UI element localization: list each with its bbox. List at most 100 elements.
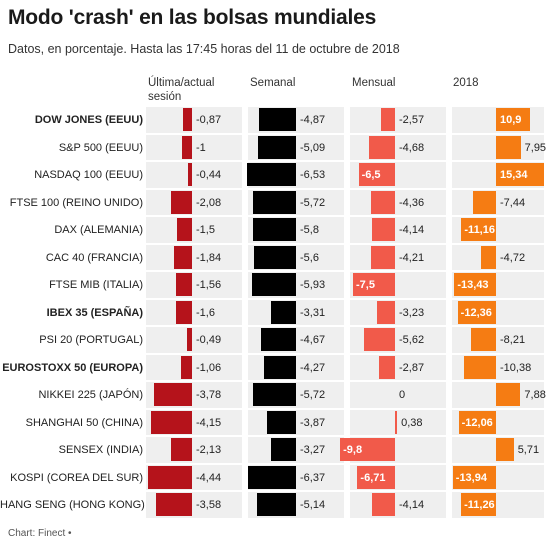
bar-last-session bbox=[150, 410, 192, 434]
cell-background bbox=[146, 189, 242, 215]
value-label-last-session: -1 bbox=[196, 141, 206, 154]
bar-ytd-2018 bbox=[496, 438, 514, 462]
cell-background bbox=[248, 409, 344, 435]
value-label-weekly: -5,72 bbox=[300, 196, 326, 209]
bar-last-session bbox=[181, 355, 192, 379]
bar-weekly bbox=[253, 383, 296, 407]
bar-weekly bbox=[263, 355, 296, 379]
bar-ytd-2018 bbox=[454, 273, 496, 297]
value-label-ytd-2018: -13,43 bbox=[457, 279, 489, 291]
cell-background bbox=[248, 437, 344, 463]
value-label-last-session: -1,06 bbox=[196, 361, 222, 374]
row-label: SHANGHAI 50 (CHINA) bbox=[25, 416, 143, 429]
value-label-ytd-2018: 7,88 bbox=[524, 389, 546, 401]
value-label-weekly: -5,09 bbox=[300, 141, 326, 154]
row-label: DAX (ALEMANIA) bbox=[54, 224, 143, 236]
bar-ytd-2018 bbox=[481, 245, 496, 269]
cell-background bbox=[146, 354, 242, 380]
bar-monthly bbox=[358, 163, 395, 187]
bar-monthly bbox=[378, 355, 395, 379]
bar-last-session bbox=[154, 383, 192, 407]
value-label-monthly: -5,62 bbox=[399, 334, 425, 346]
chart-title: Modo 'crash' en las bolsas mundiales bbox=[8, 6, 377, 29]
bar-last-session bbox=[173, 245, 192, 269]
cell-background bbox=[452, 327, 544, 353]
bar-weekly bbox=[266, 410, 296, 434]
cell-background bbox=[350, 382, 446, 408]
bar-weekly bbox=[259, 108, 296, 132]
value-label-weekly: -5,93 bbox=[300, 279, 326, 291]
value-label-ytd-2018: -11,26 bbox=[464, 499, 495, 511]
value-label-ytd-2018: 15,34 bbox=[500, 169, 528, 181]
bar-ytd-2018 bbox=[461, 218, 496, 242]
value-label-weekly: -4,27 bbox=[300, 361, 326, 374]
value-label-weekly: -5,6 bbox=[300, 251, 319, 264]
bar-ytd-2018 bbox=[452, 465, 496, 489]
value-label-ytd-2018: -12,36 bbox=[460, 306, 492, 319]
bar-ytd-2018 bbox=[496, 108, 530, 132]
bar-last-session bbox=[171, 190, 192, 214]
value-label-ytd-2018: -10,38 bbox=[500, 361, 532, 374]
chart-subtitle: Datos, en porcentaje. Hasta las 17:45 ho… bbox=[8, 42, 400, 56]
bar-ytd-2018 bbox=[496, 383, 521, 407]
bar-monthly bbox=[395, 410, 398, 434]
value-label-monthly: 0 bbox=[399, 389, 406, 401]
value-label-monthly: -4,21 bbox=[399, 251, 425, 264]
value-label-monthly: -2,57 bbox=[399, 114, 425, 126]
value-label-ytd-2018: -12,06 bbox=[461, 416, 493, 429]
value-label-last-session: -3,78 bbox=[196, 389, 222, 401]
value-label-monthly: -4,14 bbox=[399, 499, 425, 511]
value-label-weekly: -6,53 bbox=[300, 169, 326, 181]
bar-last-session bbox=[147, 465, 192, 489]
row-label: SENSEX (INDIA) bbox=[58, 444, 143, 456]
cell-background bbox=[350, 134, 446, 160]
value-label-weekly: -3,87 bbox=[300, 416, 326, 429]
bar-monthly bbox=[371, 218, 395, 242]
column-header-last-session: Última/actual sesión bbox=[148, 77, 215, 103]
cell-background bbox=[248, 299, 344, 325]
bar-monthly bbox=[357, 465, 395, 489]
value-label-ytd-2018: -11,16 bbox=[464, 224, 495, 236]
bar-weekly bbox=[247, 163, 296, 187]
value-label-monthly: -9,8 bbox=[343, 444, 363, 456]
column-header-monthly: Mensual bbox=[352, 77, 396, 89]
bar-last-session bbox=[187, 328, 192, 352]
bar-monthly bbox=[380, 108, 395, 132]
value-label-monthly: -4,68 bbox=[399, 141, 425, 154]
bar-monthly bbox=[368, 135, 395, 159]
row-label: IBEX 35 (ESPAÑA) bbox=[46, 306, 143, 319]
value-label-last-session: -1,56 bbox=[196, 279, 222, 291]
row-label: HANG SENG (HONG KONG) bbox=[0, 499, 145, 511]
cell-background bbox=[248, 354, 344, 380]
value-label-monthly: -4,14 bbox=[399, 224, 425, 236]
value-label-weekly: -3,31 bbox=[300, 306, 326, 319]
value-label-ytd-2018: 7,95 bbox=[524, 141, 547, 154]
cell-background bbox=[146, 162, 242, 188]
row-label: NASDAQ 100 (EEUU) bbox=[34, 169, 143, 181]
value-label-weekly: -4,67 bbox=[300, 334, 326, 346]
row-label: NIKKEI 225 (JAPÓN) bbox=[38, 389, 143, 401]
value-label-weekly: -3,27 bbox=[300, 444, 326, 456]
value-label-monthly: -3,23 bbox=[399, 306, 425, 319]
value-label-monthly: -6,5 bbox=[361, 169, 381, 181]
value-label-ytd-2018: -4,72 bbox=[500, 251, 526, 264]
cell-background bbox=[350, 409, 446, 435]
bar-monthly bbox=[363, 328, 395, 352]
value-label-ytd-2018: -8,21 bbox=[500, 334, 526, 346]
bar-last-session bbox=[176, 273, 192, 297]
value-label-weekly: -5,8 bbox=[300, 224, 319, 236]
cell-background bbox=[350, 244, 446, 270]
bar-last-session bbox=[176, 300, 192, 324]
bar-ytd-2018 bbox=[470, 328, 496, 352]
cell-background bbox=[350, 107, 446, 133]
row-label: CAC 40 (FRANCIA) bbox=[45, 251, 143, 264]
cell-background bbox=[146, 134, 242, 160]
bar-ytd-2018 bbox=[461, 493, 496, 517]
bar-last-session bbox=[156, 493, 192, 517]
row-label: FTSE 100 (REINO UNIDO) bbox=[9, 196, 143, 209]
bar-monthly bbox=[340, 438, 395, 462]
bar-weekly bbox=[260, 328, 296, 352]
bar-monthly bbox=[371, 493, 395, 517]
bar-weekly bbox=[254, 245, 296, 269]
